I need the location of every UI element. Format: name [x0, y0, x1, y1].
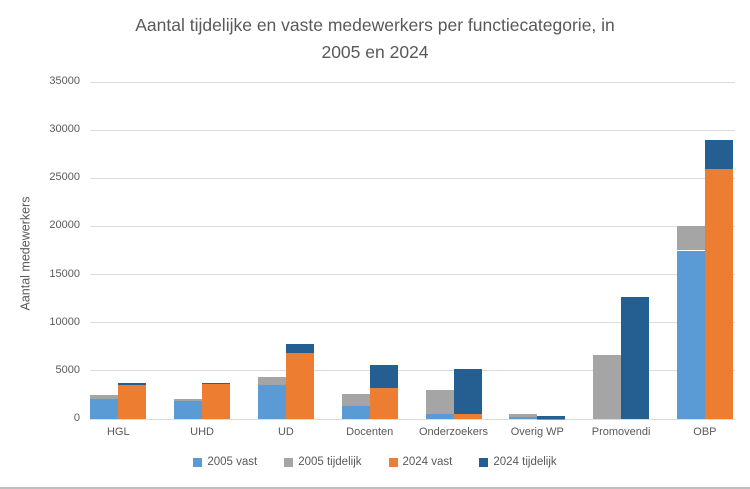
bar-segment-2005-vast	[90, 398, 119, 419]
bar-segment-2005-vast	[425, 413, 454, 419]
bar-segment-2024-vast	[453, 414, 482, 419]
gridline-15000	[90, 274, 735, 276]
bar-segment-2005-tijdelijk	[676, 226, 705, 251]
bar-segment-2005-tijdelijk	[593, 354, 622, 419]
x-axis-label-ud: UD	[277, 426, 294, 438]
legend-swatch-icon	[479, 457, 489, 467]
bar-segment-2024-vast	[118, 384, 147, 419]
bar-segment-2005-vast	[341, 406, 370, 419]
y-tick-label-30000: 30000	[49, 123, 80, 136]
gridline-30000	[90, 129, 735, 131]
x-axis-label-onderzoekers: Onderzoekers	[418, 426, 489, 438]
bar-segment-2005-tijdelijk	[257, 376, 286, 386]
legend-swatch-icon	[284, 457, 294, 467]
bar-segment-2024-vast	[537, 418, 566, 420]
bar-segment-2024-tijdelijk	[537, 415, 566, 419]
gridline-25000	[90, 177, 735, 179]
bar-segment-2024-tijdelijk	[202, 382, 231, 385]
bar-segment-2005-tijdelijk	[425, 389, 454, 414]
legend-item-2005-vast: 2005 vast	[193, 456, 257, 468]
x-axis-label-promovendi: Promovendi	[591, 426, 651, 438]
chart-title-line1: Aantal tijdelijke en vaste medewerkers p…	[135, 15, 615, 35]
bar-segment-2024-vast	[285, 352, 314, 419]
gridline-10000	[90, 322, 735, 324]
gridline-0	[90, 418, 735, 420]
y-tick-label-20000: 20000	[49, 219, 80, 232]
bar-segment-2005-tijdelijk	[341, 393, 370, 407]
x-axis-label-obp: OBP	[693, 426, 717, 438]
bar-segment-2024-tijdelijk	[118, 382, 147, 385]
legend-label: 2005 tijdelijk	[298, 456, 362, 468]
y-tick-label-0: 0	[73, 412, 80, 424]
legend-item-2005-tijdelijk: 2005 tijdelijk	[284, 456, 362, 468]
legend-item-2024-tijdelijk: 2024 tijdelijk	[479, 456, 557, 468]
bar-segment-2005-tijdelijk	[90, 394, 119, 399]
x-axis-label-hgl: HGL	[106, 426, 130, 438]
y-tick-label-35000: 35000	[49, 75, 80, 87]
bar-segment-2024-vast	[369, 387, 398, 419]
legend-swatch-icon	[388, 457, 398, 467]
gridline-35000	[90, 81, 735, 83]
y-tick-label-10000: 10000	[49, 315, 80, 328]
gridline-5000	[90, 370, 735, 372]
x-axis-label-docenten: Docenten	[346, 426, 394, 438]
gridline-20000	[90, 225, 735, 227]
legend-item-2024-vast: 2024 vast	[388, 456, 453, 468]
bar-segment-2005-tijdelijk	[174, 399, 203, 401]
bar-segment-2024-vast	[704, 168, 733, 419]
bar-segment-2024-tijdelijk	[369, 365, 398, 388]
legend-swatch-icon	[193, 457, 203, 467]
y-tick-label-15000: 15000	[49, 267, 80, 280]
legend-label: 2024 tijdelijk	[493, 456, 557, 468]
bar-segment-2005-vast	[676, 250, 705, 419]
chart-title-line2: 2005 en 2024	[321, 42, 429, 62]
bar-segment-2005-tijdelijk	[509, 413, 538, 418]
bar-segment-2005-vast	[257, 385, 286, 419]
bar-segment-2024-tijdelijk	[704, 139, 733, 169]
x-axis-label-overig-wp: Overig WP	[510, 426, 564, 438]
bar-segment-2005-vast	[174, 400, 203, 419]
y-tick-label-5000: 5000	[55, 363, 80, 376]
x-axis-label-uhd: UHD	[190, 426, 215, 438]
bar-segment-2024-tijdelijk	[453, 369, 482, 415]
legend-label: 2005 vast	[207, 456, 258, 468]
bar-segment-2024-tijdelijk	[285, 344, 314, 353]
legend: 2005 vast 2005 tijdelijk 2024 vast 2024 tij…	[0, 456, 750, 468]
bar-segment-2024-tijdelijk	[621, 296, 650, 419]
chart-title: Aantal tijdelijke en vaste medewerkers p…	[0, 12, 750, 66]
bar-segment-2005-vast	[509, 417, 538, 419]
legend-label: 2024 vast	[402, 456, 453, 468]
bottom-border-line	[0, 487, 750, 489]
y-tick-label-25000: 25000	[49, 171, 80, 184]
bar-segment-2024-vast	[202, 384, 231, 419]
